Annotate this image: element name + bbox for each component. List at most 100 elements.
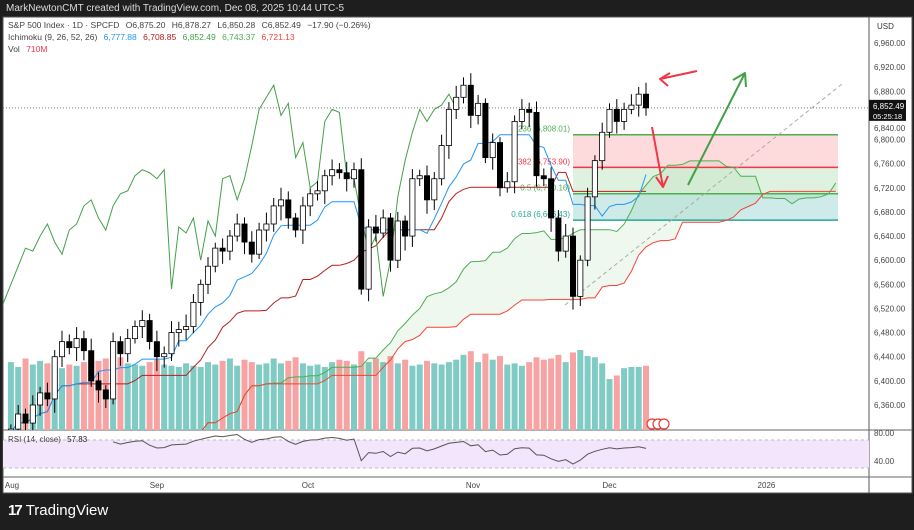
candle[interactable] [314, 190, 321, 195]
candle[interactable] [102, 389, 109, 400]
candle[interactable] [591, 160, 598, 198]
candle[interactable] [431, 178, 438, 201]
symbol-info[interactable]: S&P 500 Index · 1D · SPCFD [8, 20, 120, 30]
candle[interactable] [219, 247, 226, 252]
tradingview-logo[interactable]: 17 TradingView [8, 502, 109, 519]
economic-event-flag-icon[interactable] [658, 418, 670, 430]
candle[interactable] [570, 235, 577, 297]
candle[interactable] [540, 175, 547, 180]
candle[interactable] [387, 217, 394, 261]
candle[interactable] [482, 102, 489, 159]
candle[interactable] [44, 392, 51, 400]
rsi-pane[interactable] [3, 433, 869, 469]
candle[interactable] [15, 413, 22, 430]
main-pane[interactable]: 0.236 (6,808.01) 0.382 (6,753.90) 0.5 (6,7… [0, 70, 869, 441]
candle[interactable] [270, 205, 277, 225]
candle[interactable] [409, 178, 416, 237]
candle[interactable] [66, 341, 73, 349]
candle[interactable] [329, 169, 336, 177]
candle[interactable] [599, 131, 606, 162]
candle[interactable] [277, 199, 284, 207]
candle[interactable] [643, 93, 650, 109]
candle[interactable] [350, 169, 357, 180]
candle[interactable] [197, 283, 204, 303]
candle[interactable] [183, 326, 190, 330]
red-arrow-down-head[interactable] [655, 175, 669, 188]
candle[interactable] [161, 353, 168, 358]
candle[interactable] [124, 338, 131, 355]
volume-label[interactable]: Vol [8, 44, 20, 54]
candle[interactable] [467, 84, 474, 116]
candle[interactable] [394, 220, 401, 261]
candle[interactable] [190, 302, 197, 327]
red-arrow-left-head[interactable] [659, 72, 671, 87]
candle[interactable] [299, 205, 306, 231]
red-arrow-left[interactable] [659, 70, 698, 80]
candle[interactable] [453, 96, 460, 110]
candle[interactable] [548, 178, 555, 219]
candle[interactable] [336, 169, 343, 174]
candle[interactable] [285, 199, 292, 219]
candle[interactable] [153, 341, 160, 358]
candle[interactable] [380, 217, 387, 234]
candle[interactable] [584, 196, 591, 261]
candle[interactable] [321, 175, 328, 192]
candle[interactable] [460, 84, 467, 98]
candle[interactable] [168, 332, 175, 355]
candle[interactable] [555, 217, 562, 252]
candle[interactable] [212, 247, 219, 267]
candle[interactable] [423, 175, 430, 201]
candle[interactable] [365, 226, 372, 290]
candle[interactable] [606, 108, 613, 133]
candle[interactable] [29, 404, 36, 424]
candle[interactable] [343, 172, 350, 180]
candle[interactable] [204, 265, 211, 285]
currency-label[interactable]: USD [877, 22, 894, 31]
candle[interactable] [256, 229, 263, 255]
candle[interactable] [241, 223, 248, 243]
candle[interactable] [59, 341, 66, 358]
candle[interactable] [110, 341, 117, 400]
candle[interactable] [307, 193, 314, 207]
rsi-label[interactable]: RSI (14, close) [8, 435, 61, 444]
candle[interactable] [263, 223, 270, 231]
candle[interactable] [475, 102, 482, 116]
candle[interactable] [511, 121, 518, 183]
candle[interactable] [526, 108, 533, 113]
candle[interactable] [37, 392, 44, 406]
candle[interactable] [226, 235, 233, 252]
candle[interactable] [131, 326, 138, 340]
candle[interactable] [416, 175, 423, 180]
candle[interactable] [489, 142, 496, 159]
candle[interactable] [504, 181, 511, 189]
candle[interactable] [292, 217, 299, 231]
candle[interactable] [628, 104, 635, 110]
trend-line[interactable] [564, 83, 843, 306]
candle[interactable] [562, 235, 569, 252]
candle[interactable] [234, 223, 241, 237]
candle[interactable] [146, 320, 153, 343]
candle[interactable] [88, 350, 95, 382]
candle[interactable] [358, 169, 365, 290]
candle[interactable] [621, 108, 628, 122]
candle[interactable] [248, 241, 255, 255]
candle[interactable] [80, 338, 87, 352]
candle[interactable] [95, 380, 102, 391]
candle[interactable] [175, 329, 182, 333]
candle[interactable] [22, 413, 29, 424]
red-arrow-down[interactable] [651, 126, 664, 188]
candle[interactable] [73, 338, 80, 349]
candle[interactable] [7, 428, 14, 435]
candle[interactable] [402, 220, 409, 237]
candle[interactable] [496, 142, 503, 189]
green-arrow-up-head[interactable] [732, 72, 747, 88]
candle[interactable] [518, 108, 525, 122]
candle[interactable] [139, 320, 146, 327]
candle[interactable] [51, 356, 58, 400]
green-arrow-up[interactable] [687, 72, 746, 186]
candle[interactable] [438, 145, 445, 180]
candle[interactable] [445, 108, 452, 146]
ichimoku-label[interactable]: Ichimoku (9, 26, 52, 26) [8, 32, 98, 42]
candle[interactable] [577, 259, 584, 297]
